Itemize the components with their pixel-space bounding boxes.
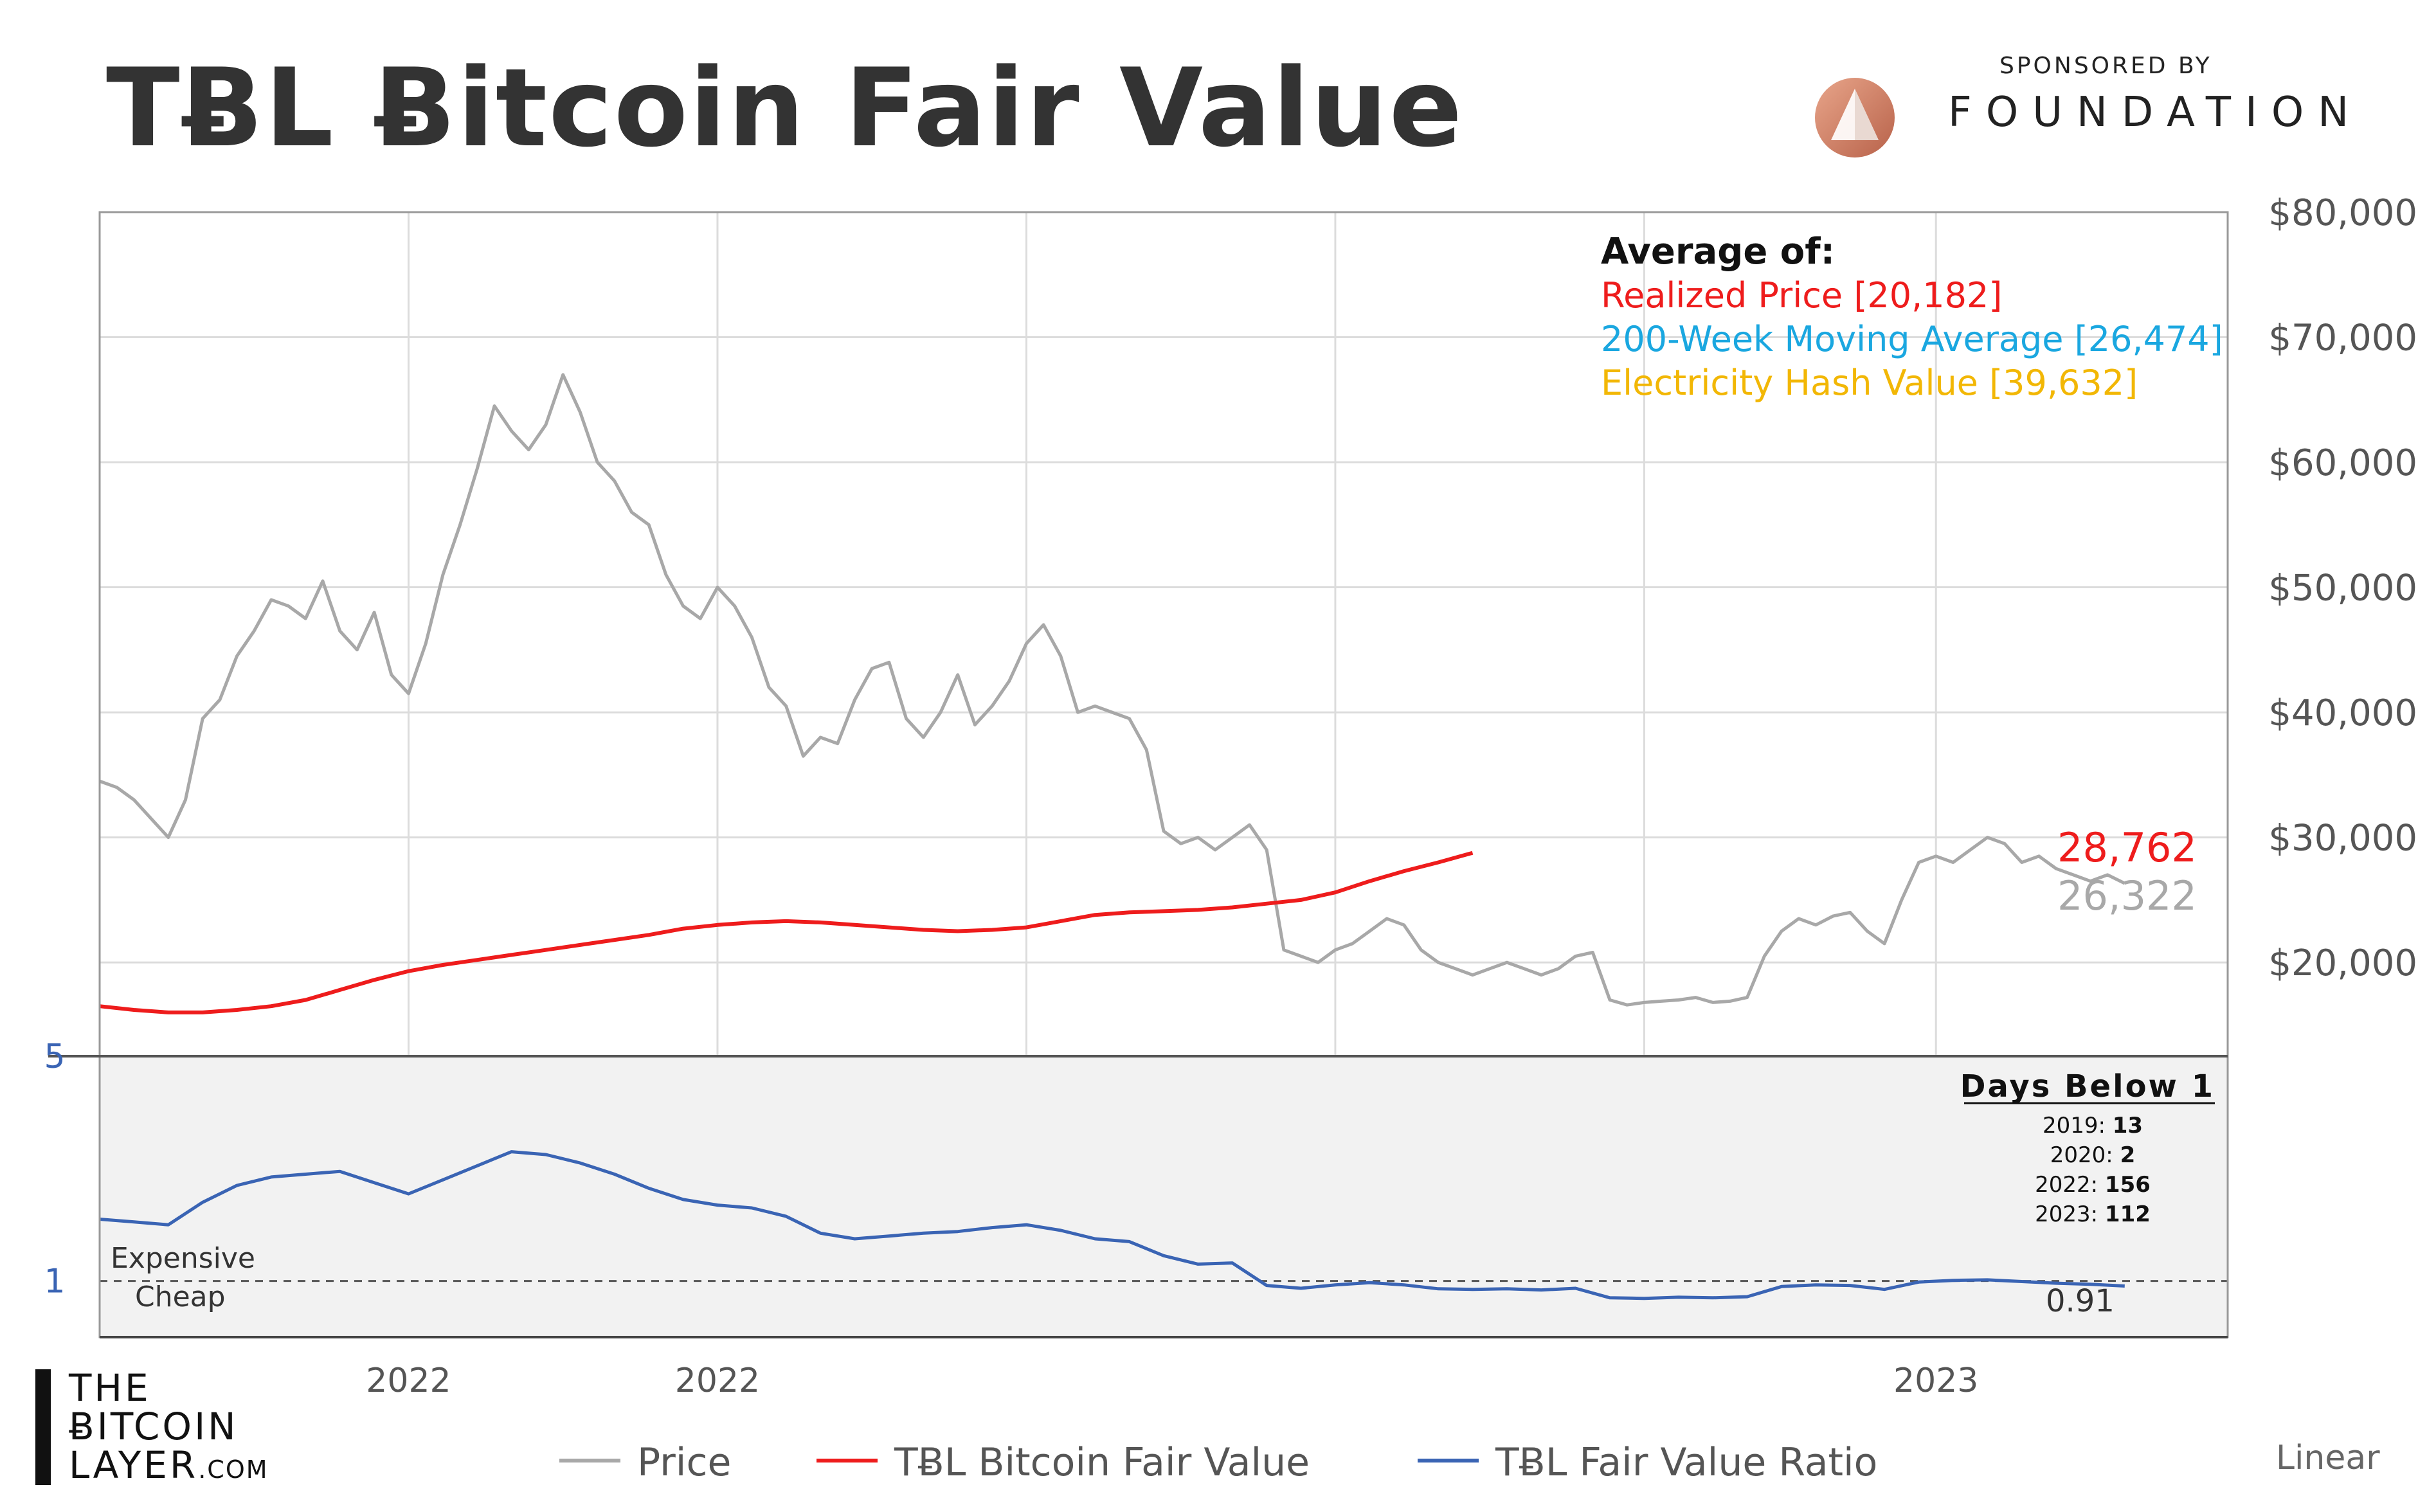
y-tick-label: $80,000 bbox=[2268, 192, 2417, 234]
cheap-label: Cheap bbox=[135, 1281, 226, 1313]
series-line-fair_value bbox=[99, 851, 1474, 1014]
ratio-panel bbox=[100, 1056, 2228, 1337]
sponsor-name: FOUNDATION bbox=[1948, 89, 2363, 136]
legend-item-price[interactable]: Price bbox=[559, 1440, 731, 1485]
days-below-row: 2022: 156 bbox=[2035, 1172, 2151, 1198]
days-below-row: 2023: 112 bbox=[2035, 1202, 2151, 1227]
annotation-box: Average of: Realized Price [20,182] 200-… bbox=[1601, 231, 2223, 403]
days-below-row: 2020: 2 bbox=[2050, 1142, 2135, 1168]
y-tick-label: $70,000 bbox=[2268, 318, 2417, 359]
days-below-row: 2019: 13 bbox=[2043, 1113, 2143, 1138]
ratio-y-tick-label: 1 bbox=[44, 1263, 65, 1301]
series-line-ratio bbox=[99, 1150, 2125, 1300]
annotation-ma200: 200-Week Moving Average [26,474] bbox=[1601, 319, 2223, 359]
legend-item-ratio[interactable]: TɃL Fair Value Ratio bbox=[1418, 1440, 1877, 1485]
legend-label-ratio: TɃL Fair Value Ratio bbox=[1495, 1440, 1878, 1485]
expensive-label: Expensive bbox=[111, 1242, 255, 1275]
fair-value-end-label: 28,762 bbox=[2057, 824, 2197, 871]
chart-title: TɃL Ƀitcoin Fair Value bbox=[106, 45, 1464, 171]
days-below-year: 2022: bbox=[2035, 1172, 2105, 1198]
x-tick-label: 2022 bbox=[675, 1362, 760, 1400]
days-below-value: 156 bbox=[2105, 1172, 2151, 1198]
y-tick-label: $20,000 bbox=[2268, 942, 2417, 984]
logo-bar bbox=[35, 1369, 51, 1485]
axis-layer: $20,000 $30,000 $40,000 $50,000 $60,000 $70,0… bbox=[44, 192, 2417, 1400]
logo-line-1: THE bbox=[69, 1366, 151, 1410]
days-below-value: 112 bbox=[2105, 1202, 2151, 1227]
y-tick-label: $30,000 bbox=[2268, 818, 2417, 860]
ratio-y-tick-label: 5 bbox=[44, 1038, 65, 1076]
logo-line-3: LAYER.COM bbox=[69, 1446, 269, 1484]
y-tick-label: $40,000 bbox=[2268, 692, 2417, 734]
annotation-heading: Average of: bbox=[1601, 231, 1835, 273]
legend-label-price: Price bbox=[637, 1440, 732, 1485]
days-below-heading: Days Below 1 bbox=[1960, 1068, 2215, 1104]
days-below-value: 2 bbox=[2120, 1142, 2136, 1168]
scale-mode-toggle[interactable]: Linear bbox=[2276, 1439, 2380, 1477]
days-below-value: 13 bbox=[2113, 1113, 2143, 1138]
logo-layer-text: LAYER bbox=[69, 1443, 199, 1487]
series-layer bbox=[99, 373, 2125, 1300]
y-tick-label: $60,000 bbox=[2268, 442, 2417, 484]
days-below-year: 2020: bbox=[2050, 1142, 2120, 1168]
price-end-label: 26,322 bbox=[2057, 872, 2197, 919]
sponsor-block[interactable]: SPONSORED BY FOUNDATION bbox=[1813, 50, 2349, 166]
legend-item-fair-value[interactable]: TɃL Bitcoin Fair Value bbox=[817, 1440, 1310, 1485]
x-tick-label: 2022 bbox=[366, 1362, 451, 1400]
foundation-logo-icon bbox=[1815, 78, 1895, 158]
annotation-realized: Realized Price [20,182] bbox=[1601, 275, 2002, 316]
legend-label-fair-value: TɃL Bitcoin Fair Value bbox=[894, 1440, 1310, 1485]
logo-line-2: ɃITCOIN bbox=[69, 1405, 239, 1448]
legend-swatch-fair-value bbox=[817, 1459, 878, 1463]
legend-swatch-ratio bbox=[1418, 1459, 1479, 1463]
ratio-panel-bg bbox=[100, 1056, 2228, 1337]
x-tick-label: 2023 bbox=[1893, 1362, 1978, 1400]
annotation-hash: Electricity Hash Value [39,632] bbox=[1601, 363, 2138, 403]
the-bitcoin-layer-logo[interactable]: THE ɃITCOIN LAYER.COM bbox=[35, 1369, 331, 1491]
ratio-end-label: 0.91 bbox=[2046, 1283, 2115, 1319]
logo-com-text: .COM bbox=[198, 1455, 269, 1484]
series-line-price bbox=[99, 373, 2125, 1007]
y-tick-label: $50,000 bbox=[2268, 568, 2417, 609]
sponsored-by-label: SPONSORED BY bbox=[1999, 53, 2212, 79]
days-below-year: 2019: bbox=[2043, 1113, 2113, 1138]
days-below-year: 2023: bbox=[2035, 1202, 2105, 1227]
legend-swatch-price bbox=[559, 1459, 620, 1463]
